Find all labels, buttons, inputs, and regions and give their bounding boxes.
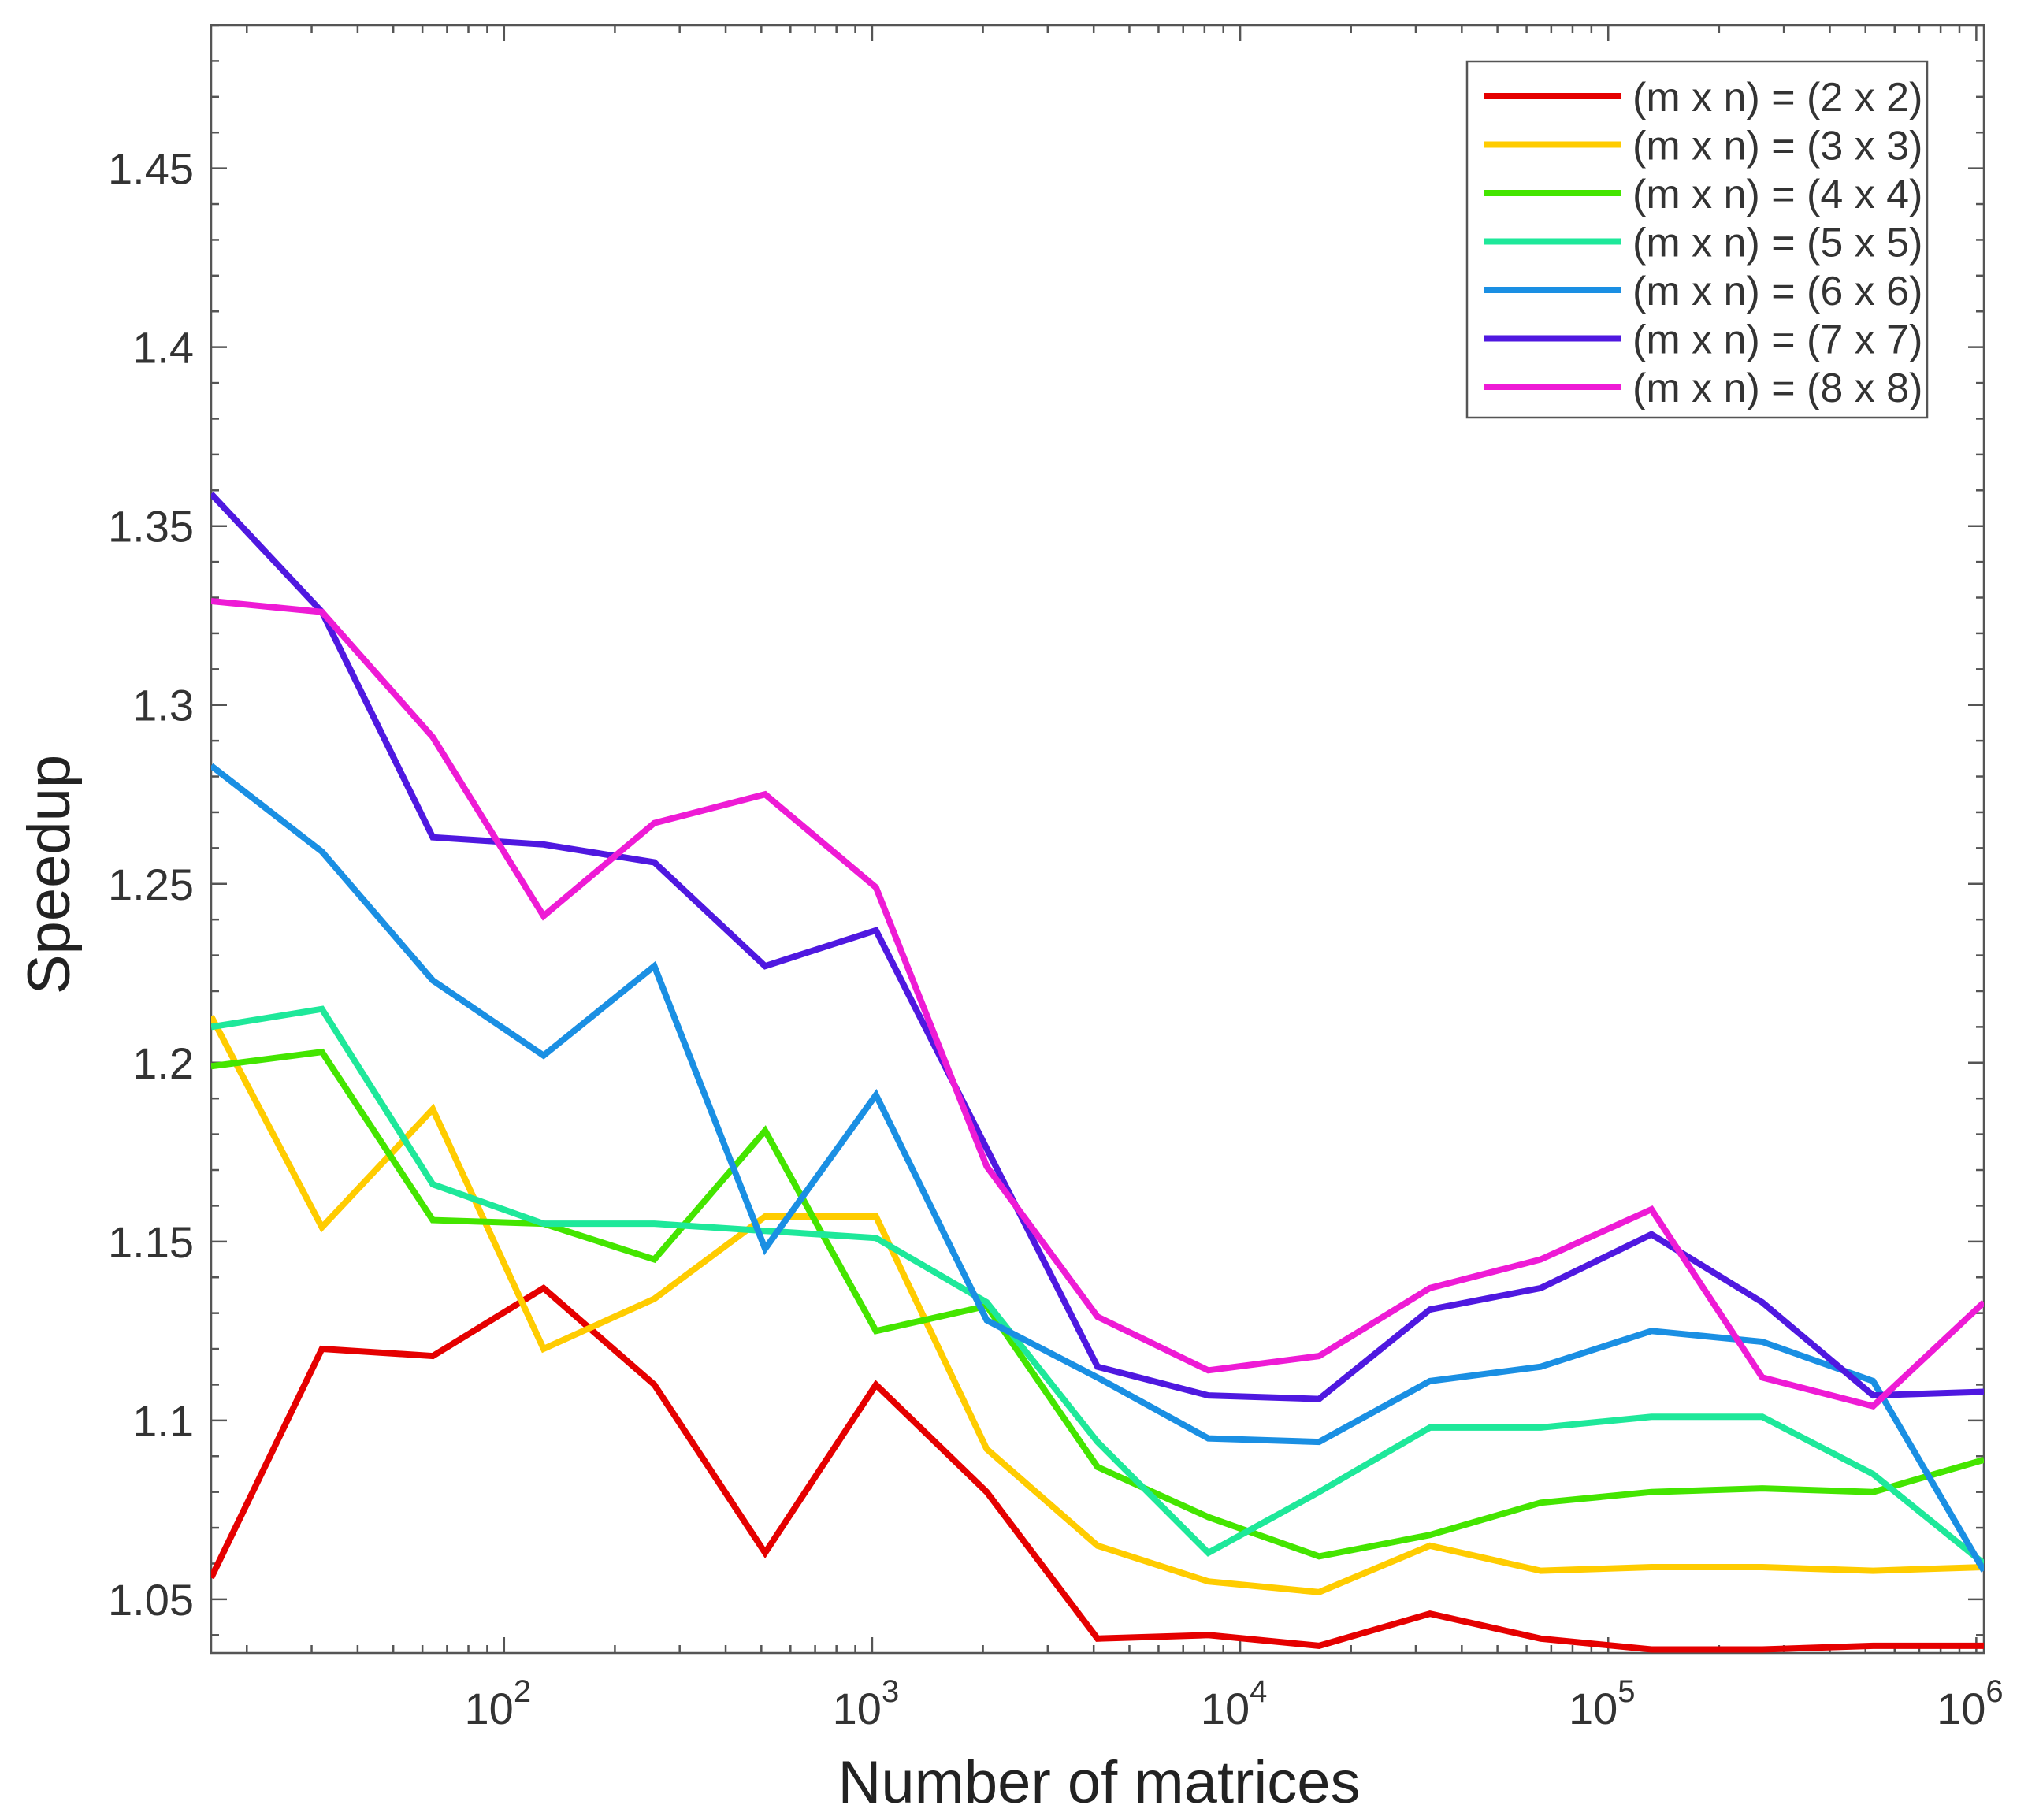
series-line-5x5 (211, 1005, 1984, 1566)
y-axis-title: Speedup (16, 755, 83, 994)
legend-label: (m x n) = (8 x 8) (1632, 366, 1922, 411)
y-tick-label: 1.1 (132, 1396, 194, 1446)
x-axis: 102 103 104 105 106 (246, 25, 2004, 1733)
x-axis-title: Number of matrices (838, 1749, 1360, 1816)
legend-label: (m x n) = (2 x 2) (1632, 75, 1922, 121)
y-tick-label: 1.35 (108, 502, 194, 552)
x-tick-label: 106 (1937, 1674, 2004, 1733)
plot-border (210, 24, 1985, 1655)
y-tick-label: 1.05 (108, 1575, 194, 1625)
legend-label: (m x n) = (5 x 5) (1632, 221, 1922, 266)
series-line-6x6 (211, 763, 1984, 1573)
x-tick-label: 103 (833, 1674, 900, 1733)
y-tick-label: 1.25 (108, 860, 194, 909)
y-tick-label: 1.3 (132, 681, 194, 730)
legend-label: (m x n) = (7 x 7) (1632, 318, 1922, 363)
x-tick-label: 105 (1569, 1674, 1636, 1733)
series-lines (211, 492, 1984, 1653)
x-tick-label: 102 (465, 1674, 532, 1733)
y-tick-label: 1.15 (108, 1217, 194, 1267)
plot-area (210, 24, 1985, 1655)
legend-label: (m x n) = (6 x 6) (1632, 269, 1922, 314)
series-line-2x2 (211, 1283, 1984, 1653)
series-line-7x7 (211, 492, 1984, 1402)
x-tick-label: 104 (1201, 1674, 1268, 1733)
y-tick-label: 1.45 (108, 144, 194, 194)
y-tick-label: 1.2 (132, 1038, 194, 1088)
series-line-3x3 (211, 1014, 1984, 1595)
legend-label: (m x n) = (4 x 4) (1632, 172, 1922, 217)
y-axis: 1.05 1.1 1.15 1.2 1.25 1.3 1.35 1.4 1.45 (108, 24, 1984, 1636)
legend-label: (m x n) = (3 x 3) (1632, 124, 1922, 169)
legend: (m x n) = (2 x 2)(m x n) = (3 x 3)(m x n… (1465, 60, 1929, 419)
series-line-4x4 (211, 1048, 1984, 1560)
series-line-8x8 (211, 598, 1984, 1410)
y-tick-label: 1.4 (132, 323, 194, 373)
